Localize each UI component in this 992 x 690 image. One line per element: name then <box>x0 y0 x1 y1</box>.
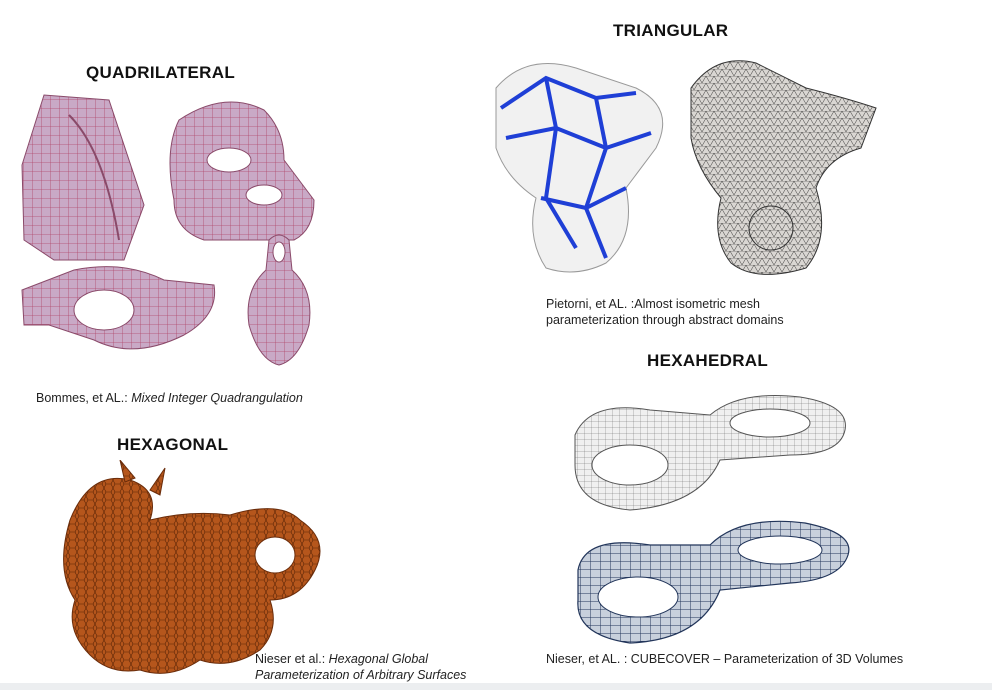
triangular-gargoyle-mesh <box>690 60 877 275</box>
hexagonal-heading: HEXAGONAL <box>117 435 229 454</box>
quad-rocker-model <box>21 266 216 350</box>
quad-fertility-model <box>169 101 315 241</box>
triangular-mesh-figure <box>495 60 877 275</box>
quad-vase-model <box>247 234 311 366</box>
bottom-bar <box>0 683 992 690</box>
triangular-caption-line2: parameterization through abstract domain… <box>546 313 784 327</box>
quadrilateral-caption: Bommes, et AL.: Mixed Integer Quadrangul… <box>36 390 303 406</box>
hexahedral-heading: HEXAHEDRAL <box>647 351 769 370</box>
hexahedral-torus-volume <box>577 520 850 644</box>
hexagonal-caption-title-line2: Parameterization of Arbitrary Surfaces <box>255 668 467 682</box>
hexagonal-caption: Nieser et al.: Hexagonal Global Paramete… <box>255 651 466 683</box>
quad-mesh-figure <box>21 94 315 366</box>
triangular-caption-line1: Pietorni, et AL. :Almost isometric mesh <box>546 297 760 311</box>
hexahedral-torus-surface <box>574 394 846 511</box>
quadrilateral-heading: QUADRILATERAL <box>86 63 236 82</box>
hexagonal-dragon-model <box>63 460 321 674</box>
hexagonal-mesh-figure <box>63 460 321 674</box>
triangular-gargoyle-patches <box>495 63 664 273</box>
triangular-caption: Pietorni, et AL. :Almost isometric mesh … <box>546 296 784 328</box>
hexahedral-mesh-figure <box>574 394 850 644</box>
quadrilateral-caption-author: Bommes, et AL.: <box>36 391 132 405</box>
hexahedral-caption: Nieser, et AL. : CUBECOVER – Parameteriz… <box>546 652 904 666</box>
quad-block-model <box>21 94 145 261</box>
triangular-heading: TRIANGULAR <box>613 21 729 40</box>
hexagonal-caption-author: Nieser et al.: <box>255 652 329 666</box>
quadrilateral-caption-title: Mixed Integer Quadrangulation <box>131 391 303 405</box>
hexagonal-caption-title-line1: Hexagonal Global <box>328 652 429 666</box>
